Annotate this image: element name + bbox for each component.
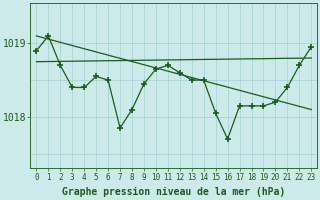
X-axis label: Graphe pression niveau de la mer (hPa): Graphe pression niveau de la mer (hPa): [62, 187, 285, 197]
